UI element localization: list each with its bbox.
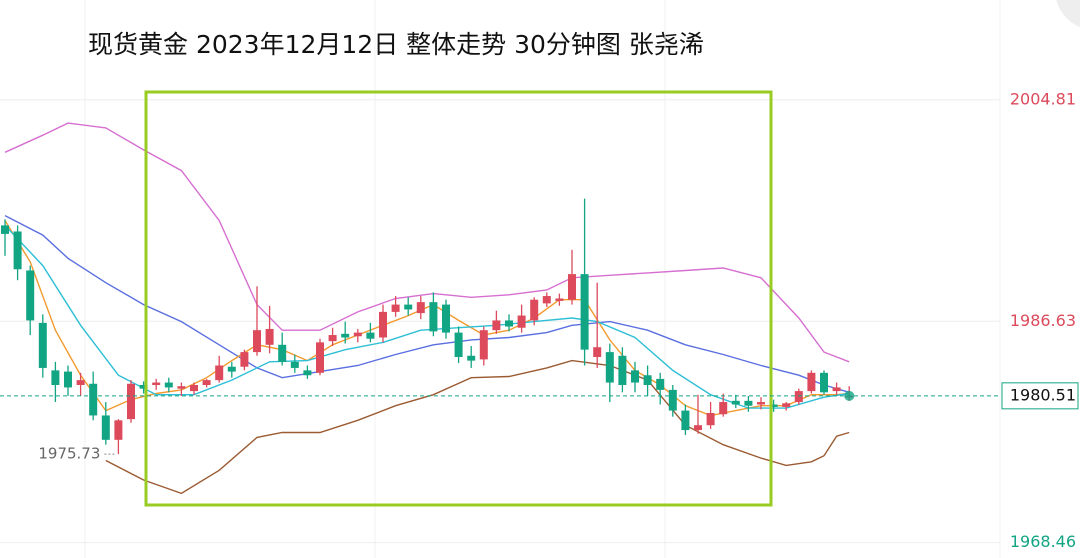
candle-body (757, 402, 765, 405)
candle-body (139, 384, 148, 389)
candle-body (694, 425, 702, 431)
candle-body (719, 402, 728, 415)
current-price-label: 1980.51 (1010, 385, 1076, 404)
candle-body (152, 382, 161, 385)
candle-body (442, 304, 450, 333)
current-price-dot (844, 390, 855, 401)
candle-body (769, 404, 778, 407)
indicator-line (4, 214, 850, 393)
candle-body (353, 332, 362, 337)
candle-body (76, 380, 85, 385)
candle-body (177, 386, 186, 389)
y-tick-label: 1986.63 (1010, 311, 1076, 330)
candle-body (643, 375, 652, 385)
candle-body (164, 382, 173, 388)
candle-body (127, 383, 135, 420)
corner-decoration (1056, 0, 1080, 28)
candle-body (454, 332, 463, 357)
candle-body (391, 304, 400, 312)
candle-body (656, 378, 665, 390)
candle-body (227, 366, 236, 372)
candle-body (89, 383, 98, 416)
candles (1, 198, 854, 455)
candle-body (101, 415, 110, 440)
candle-body (429, 302, 438, 332)
candle-body (379, 311, 387, 338)
candle-body (416, 302, 425, 314)
candle-body (820, 372, 828, 393)
indicator-line (4, 224, 850, 409)
candle-body (542, 296, 551, 304)
candle-body (64, 371, 72, 388)
candle-body (303, 370, 312, 376)
candle-body (1, 225, 9, 234)
candle-body (51, 370, 60, 385)
candle-body (580, 274, 589, 350)
y-tick-label: 2004.81 (1010, 89, 1076, 108)
candle-body (794, 391, 803, 403)
candle-body (731, 400, 740, 405)
candle-body (568, 274, 576, 300)
candle-body (631, 370, 639, 383)
candle-body (278, 344, 287, 362)
candle-body (505, 320, 513, 327)
candle-body (832, 387, 841, 392)
candle-body (290, 361, 299, 368)
candle-body (706, 413, 715, 426)
candle-body (114, 420, 123, 440)
candle-body (744, 400, 753, 406)
candle-body (190, 384, 198, 392)
candle-body (253, 330, 261, 353)
candle-body (328, 335, 337, 342)
candle-body (593, 347, 602, 357)
candle-body (618, 355, 627, 385)
candle-body (215, 365, 224, 381)
candle-body (316, 342, 324, 373)
highlight-box (144, 90, 773, 507)
indicator-line (105, 359, 850, 495)
candle-body (467, 355, 476, 361)
candle-body (26, 270, 35, 321)
candle-body (668, 389, 677, 411)
low-label: 1975.73 (38, 445, 100, 463)
candle-body (366, 332, 375, 339)
y-tick-label: 1968.46 (1010, 532, 1076, 551)
candle-body (404, 304, 413, 310)
current-price-box (1001, 382, 1079, 410)
candle-body (202, 380, 211, 385)
candle-body (517, 315, 526, 328)
y-axis: 2004.81 1986.63 1968.46 1980.51 1975.73 (0, 89, 1079, 551)
chart-title: 现货黄金 2023年12月12日 整体走势 30分钟图 张尧浠 (88, 30, 704, 59)
candle-body (530, 299, 539, 321)
candle-body (681, 410, 690, 431)
candle-body (807, 372, 816, 392)
candle-body (479, 330, 488, 360)
candle-body (240, 352, 249, 367)
candle-body (265, 328, 274, 345)
candle-body (492, 320, 501, 331)
candle-body (605, 352, 614, 383)
candle-body (13, 231, 22, 270)
candle-body (555, 298, 564, 301)
candle-body (782, 403, 791, 407)
candle-body (341, 333, 350, 338)
candle-body (38, 322, 47, 368)
